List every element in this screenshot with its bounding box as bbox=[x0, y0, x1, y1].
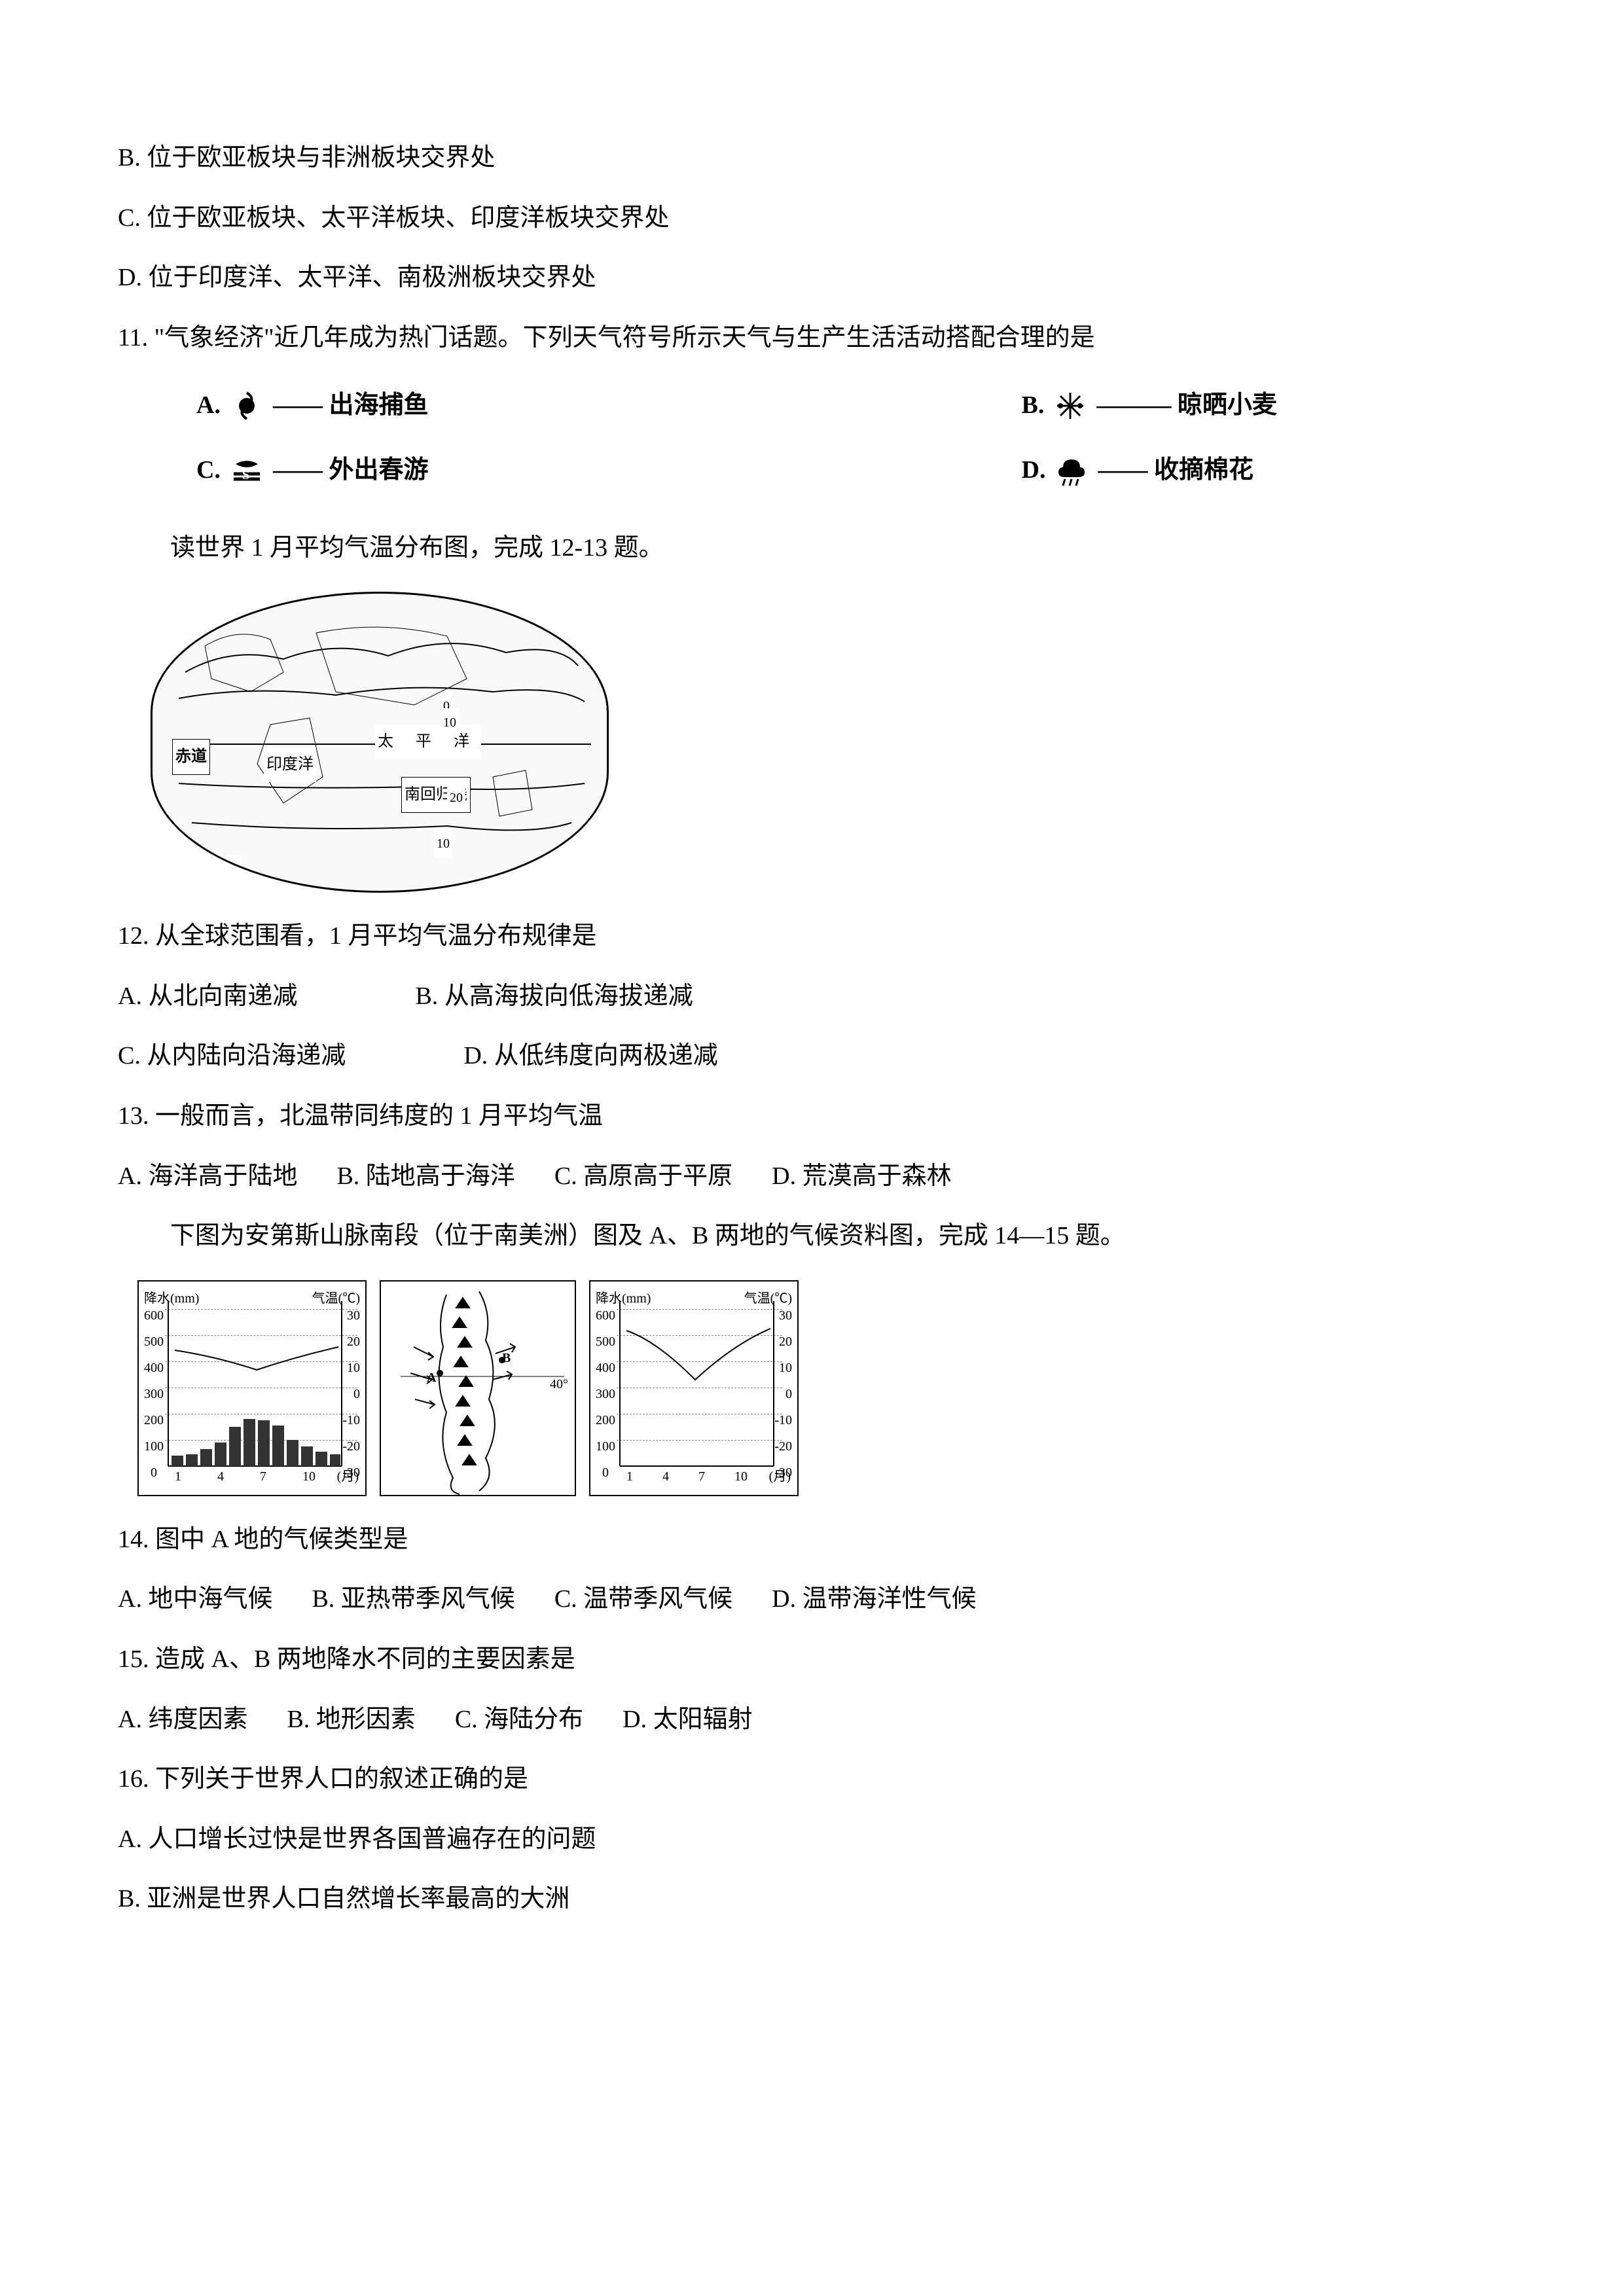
iso-20-label: 20 bbox=[447, 783, 465, 812]
xb-7: 7 bbox=[698, 1462, 705, 1491]
pacific-label: 太 平 洋 bbox=[375, 725, 481, 759]
q11-options: A. —— 出海捕鱼 B. ——— 晾晒小麦 C. S —— 外出春游 bbox=[118, 378, 1506, 507]
q11-d-label: D. bbox=[1022, 443, 1046, 498]
point-b-label: B bbox=[502, 1344, 511, 1372]
q14-stem: 14. 图中 A 地的气候类型是 bbox=[118, 1513, 1506, 1568]
q11-option-a: A. —— 出海捕鱼 bbox=[196, 378, 852, 433]
q16-stem: 16. 下列关于世界人口的叙述正确的是 bbox=[118, 1752, 1506, 1807]
xa-month: (月) bbox=[337, 1462, 359, 1491]
world-map: 赤道 印度洋 太 平 洋 南回归线 气温/℃ 0 10 20 10 bbox=[151, 592, 609, 893]
xa-7: 7 bbox=[260, 1462, 266, 1491]
iso-10-label: 10 bbox=[441, 708, 459, 737]
q11-option-c: C. S —— 外出春游 bbox=[196, 443, 852, 498]
q12-row2: C. 从内陆向沿海递减 D. 从低纬度向两极递减 bbox=[118, 1029, 1506, 1084]
q14-c: C. 温带季风气候 bbox=[554, 1572, 732, 1627]
andes-svg bbox=[381, 1282, 577, 1498]
q13-b: B. 陆地高于海洋 bbox=[336, 1149, 514, 1204]
q11-c-text: —— 外出春游 bbox=[273, 443, 429, 498]
q16-a: A. 人口增长过快是世界各国普遍存在的问题 bbox=[118, 1812, 1506, 1867]
q12-c: C. 从内陆向沿海递减 bbox=[118, 1029, 346, 1084]
typhoon-icon bbox=[230, 389, 263, 422]
q12-b: B. 从高海拔向低海拔递减 bbox=[415, 969, 693, 1024]
xb-month: (月) bbox=[769, 1462, 791, 1491]
q10-option-c: C. 位于欧亚板块、太平洋板块、印度洋板块交界处 bbox=[118, 191, 1506, 246]
q13-a: A. 海洋高于陆地 bbox=[118, 1149, 297, 1204]
q13-d: D. 荒漠高于森林 bbox=[772, 1149, 951, 1204]
q14-b: B. 亚热带季风气候 bbox=[312, 1572, 514, 1627]
xb-4: 4 bbox=[662, 1462, 669, 1491]
q12-a: A. 从北向南递减 bbox=[118, 969, 297, 1024]
q14-options: A. 地中海气候 B. 亚热带季风气候 C. 温带季风气候 D. 温带海洋性气候 bbox=[118, 1572, 1506, 1627]
q12-row1: A. 从北向南递减 B. 从高海拔向低海拔递减 bbox=[118, 969, 1506, 1024]
iso-10b-label: 10 bbox=[434, 829, 452, 858]
q12-d: D. 从低纬度向两极递减 bbox=[463, 1029, 717, 1084]
q11-a-text: —— 出海捕鱼 bbox=[273, 378, 429, 433]
q11-b-text: ——— 晾晒小麦 bbox=[1096, 378, 1277, 433]
xa-10: 10 bbox=[302, 1462, 316, 1491]
q15-options: A. 纬度因素 B. 地形因素 C. 海陆分布 D. 太阳辐射 bbox=[118, 1693, 1506, 1748]
xa-1: 1 bbox=[175, 1462, 181, 1491]
indian-ocean-label: 印度洋 bbox=[264, 747, 316, 782]
equator-label: 赤道 bbox=[172, 739, 210, 775]
lat-40-label: 40° bbox=[550, 1370, 568, 1399]
q14-a: A. 地中海气候 bbox=[118, 1572, 272, 1627]
q11-d-text: —— 收摘棉花 bbox=[1098, 443, 1254, 498]
andes-map: A B 40° bbox=[380, 1280, 576, 1496]
q13-stem: 13. 一般而言，北温带同纬度的 1 月平均气温 bbox=[118, 1089, 1506, 1144]
q10-option-d: D. 位于印度洋、太平洋、南极洲板块交界处 bbox=[118, 251, 1506, 306]
q11-option-b: B. ——— 晾晒小麦 bbox=[852, 378, 1507, 433]
q15-b: B. 地形因素 bbox=[287, 1693, 415, 1748]
q15-d: D. 太阳辐射 bbox=[623, 1693, 752, 1748]
xb-10: 10 bbox=[734, 1462, 748, 1491]
xa-4: 4 bbox=[217, 1462, 224, 1491]
q15-c: C. 海陆分布 bbox=[455, 1693, 583, 1748]
climate-chart-a: 降水(mm) 气温(℃) 600 500 400 300 200 100 0 3… bbox=[137, 1280, 367, 1496]
q12-stem: 12. 从全球范围看，1 月平均气温分布规律是 bbox=[118, 909, 1506, 964]
instruction-14-15: 下图为安第斯山脉南段（位于南美洲）图及 A、B 两地的气候资料图，完成 14—1… bbox=[118, 1209, 1506, 1264]
point-a-label: A bbox=[427, 1363, 436, 1392]
world-temp-map-figure: 赤道 印度洋 太 平 洋 南回归线 气温/℃ 0 10 20 10 bbox=[118, 592, 1506, 893]
svg-text:S: S bbox=[242, 468, 249, 482]
q11-stem: 11. "气象经济"近几年成为热门话题。下列天气符号所示天气与生产生活活动搭配合… bbox=[118, 311, 1506, 366]
q11-c-label: C. bbox=[196, 443, 221, 498]
instruction-12-13: 读世界 1 月平均气温分布图，完成 12-13 题。 bbox=[118, 521, 1506, 576]
q13-c: C. 高原高于平原 bbox=[554, 1149, 732, 1204]
q11-b-label: B. bbox=[1022, 378, 1045, 433]
climate-a-svg bbox=[139, 1282, 368, 1498]
q10-option-b: B. 位于欧亚板块与非洲板块交界处 bbox=[118, 131, 1506, 186]
q13-options: A. 海洋高于陆地 B. 陆地高于海洋 C. 高原高于平原 D. 荒漠高于森林 bbox=[118, 1149, 1506, 1204]
q16-b: B. 亚洲是世界人口自然增长率最高的大洲 bbox=[118, 1872, 1506, 1927]
q15-a: A. 纬度因素 bbox=[118, 1693, 247, 1748]
temp-unit-label: 气温/℃ bbox=[185, 855, 242, 890]
sandstorm-icon: S bbox=[230, 454, 263, 487]
three-panel-figure: 降水(mm) 气温(℃) 600 500 400 300 200 100 0 3… bbox=[118, 1280, 1506, 1496]
q11-a-label: A. bbox=[196, 378, 221, 433]
q11-option-d: D. —— 收摘棉花 bbox=[852, 443, 1507, 498]
climate-chart-b: 降水(mm) 气温(℃) 600 500 400 300 200 100 0 3… bbox=[589, 1280, 799, 1496]
snow-icon bbox=[1054, 389, 1087, 422]
q14-d: D. 温带海洋性气候 bbox=[772, 1572, 976, 1627]
q15-stem: 15. 造成 A、B 两地降水不同的主要因素是 bbox=[118, 1632, 1506, 1687]
xb-1: 1 bbox=[626, 1462, 633, 1491]
rain-icon bbox=[1055, 454, 1088, 487]
